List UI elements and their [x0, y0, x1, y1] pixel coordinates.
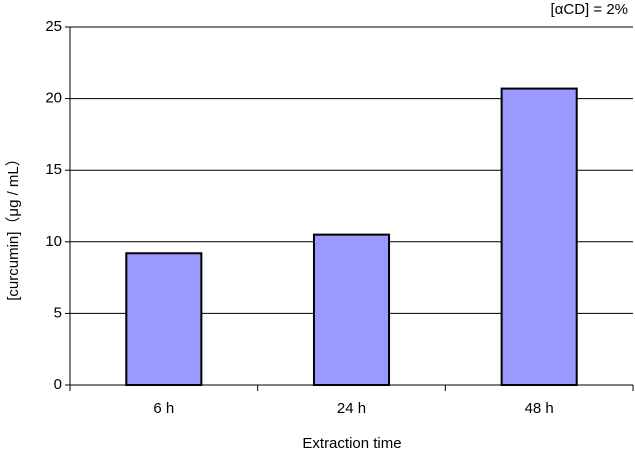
y-axis-label: [curcumin]（μg / mL） [5, 151, 22, 301]
y-tick-label: 5 [54, 304, 62, 321]
x-tick-label: 24 h [337, 400, 366, 417]
annotation: [αCD] = 2% [551, 1, 628, 18]
y-tick-label: 20 [45, 90, 62, 107]
x-tick-label: 6 h [153, 400, 174, 417]
y-tick-label: 0 [54, 376, 62, 393]
y-tick-label: 25 [45, 18, 62, 35]
x-axis-label: Extraction time [302, 435, 401, 452]
bar [500, 87, 578, 387]
y-tick-label: 15 [45, 161, 62, 178]
bar [312, 233, 391, 386]
y-tick-label: 10 [45, 233, 62, 250]
bar [125, 252, 203, 386]
x-tick-label: 48 h [525, 400, 554, 417]
